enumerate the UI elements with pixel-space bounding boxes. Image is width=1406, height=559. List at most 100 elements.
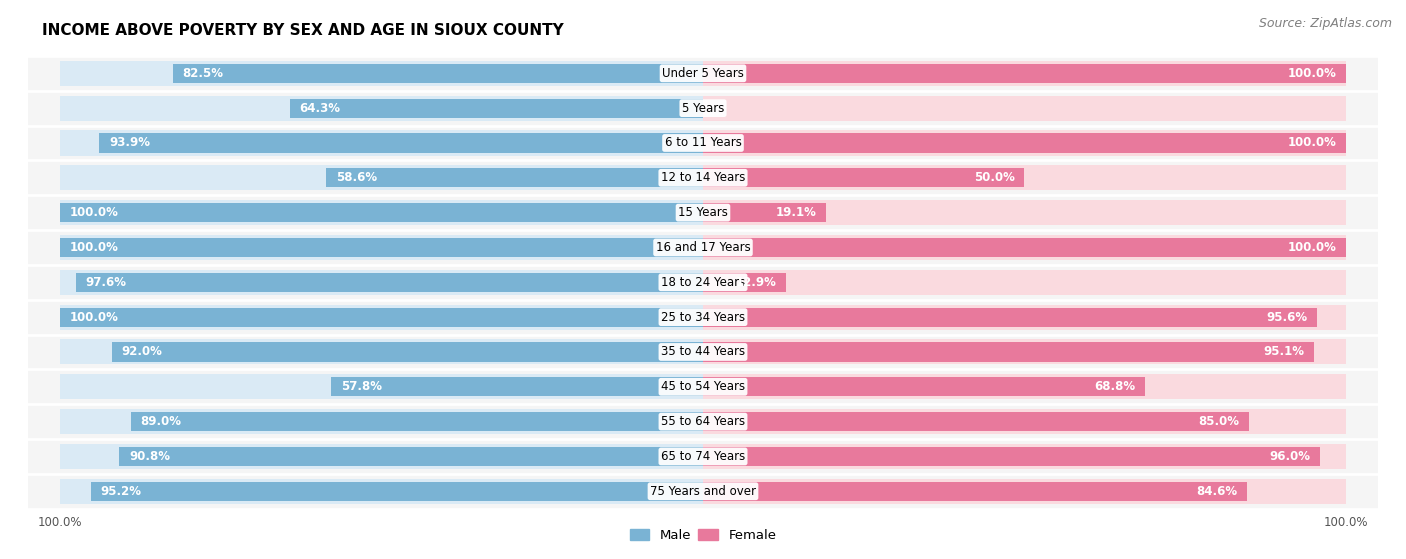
- Text: 85.0%: 85.0%: [1199, 415, 1240, 428]
- Bar: [28, 474, 1378, 509]
- Text: 100.0%: 100.0%: [70, 241, 118, 254]
- Bar: [703, 412, 1250, 431]
- Bar: [60, 339, 703, 364]
- Text: 19.1%: 19.1%: [775, 206, 815, 219]
- Bar: [111, 342, 703, 362]
- Bar: [28, 195, 1378, 230]
- Text: 18 to 24 Years: 18 to 24 Years: [661, 276, 745, 289]
- Bar: [60, 479, 703, 504]
- Text: INCOME ABOVE POVERTY BY SEX AND AGE IN SIOUX COUNTY: INCOME ABOVE POVERTY BY SEX AND AGE IN S…: [42, 23, 564, 38]
- Text: 64.3%: 64.3%: [299, 102, 340, 115]
- Bar: [28, 91, 1378, 126]
- Bar: [60, 165, 703, 191]
- Text: 45 to 54 Years: 45 to 54 Years: [661, 380, 745, 394]
- Text: 68.8%: 68.8%: [1094, 380, 1136, 394]
- Bar: [28, 404, 1378, 439]
- Bar: [60, 200, 703, 225]
- Bar: [60, 238, 703, 257]
- Bar: [91, 482, 703, 501]
- Text: 95.1%: 95.1%: [1264, 345, 1305, 358]
- Bar: [28, 300, 1378, 334]
- Text: 35 to 44 Years: 35 to 44 Years: [661, 345, 745, 358]
- Text: 57.8%: 57.8%: [342, 380, 382, 394]
- Text: 100.0%: 100.0%: [1288, 67, 1336, 80]
- Bar: [28, 56, 1378, 91]
- Bar: [60, 130, 703, 155]
- Text: 89.0%: 89.0%: [141, 415, 181, 428]
- Text: 50.0%: 50.0%: [974, 171, 1015, 184]
- Text: 100.0%: 100.0%: [70, 206, 118, 219]
- Bar: [703, 61, 1346, 86]
- Bar: [703, 200, 1346, 225]
- Bar: [703, 168, 1025, 187]
- Bar: [60, 305, 703, 330]
- Bar: [703, 307, 1317, 326]
- Bar: [28, 265, 1378, 300]
- Bar: [60, 444, 703, 469]
- Bar: [131, 412, 703, 431]
- Text: 96.0%: 96.0%: [1270, 450, 1310, 463]
- Text: 16 and 17 Years: 16 and 17 Years: [655, 241, 751, 254]
- Text: 15 Years: 15 Years: [678, 206, 728, 219]
- Bar: [28, 369, 1378, 404]
- Bar: [703, 479, 1346, 504]
- Bar: [703, 339, 1346, 364]
- Bar: [703, 134, 1346, 153]
- Text: 12 to 14 Years: 12 to 14 Years: [661, 171, 745, 184]
- Bar: [332, 377, 703, 396]
- Bar: [28, 230, 1378, 265]
- Bar: [173, 64, 703, 83]
- Bar: [703, 482, 1247, 501]
- Text: 12.9%: 12.9%: [735, 276, 776, 289]
- Text: Under 5 Years: Under 5 Years: [662, 67, 744, 80]
- Text: 5 Years: 5 Years: [682, 102, 724, 115]
- Bar: [703, 342, 1315, 362]
- Text: Source: ZipAtlas.com: Source: ZipAtlas.com: [1258, 17, 1392, 30]
- Bar: [28, 160, 1378, 195]
- Bar: [703, 305, 1346, 330]
- Bar: [703, 377, 1146, 396]
- Text: 93.9%: 93.9%: [110, 136, 150, 149]
- Bar: [60, 409, 703, 434]
- Bar: [703, 444, 1346, 469]
- Text: 6 to 11 Years: 6 to 11 Years: [665, 136, 741, 149]
- Text: 100.0%: 100.0%: [1288, 136, 1336, 149]
- Text: 82.5%: 82.5%: [183, 67, 224, 80]
- Bar: [60, 307, 703, 326]
- Text: 58.6%: 58.6%: [336, 171, 377, 184]
- Text: 95.2%: 95.2%: [101, 485, 142, 498]
- Bar: [703, 409, 1346, 434]
- Text: 75 Years and over: 75 Years and over: [650, 485, 756, 498]
- Bar: [76, 273, 703, 292]
- Bar: [326, 168, 703, 187]
- Bar: [60, 235, 703, 260]
- Bar: [28, 439, 1378, 474]
- Legend: Male, Female: Male, Female: [624, 523, 782, 547]
- Text: 55 to 64 Years: 55 to 64 Years: [661, 415, 745, 428]
- Bar: [703, 203, 825, 222]
- Bar: [703, 235, 1346, 260]
- Bar: [60, 203, 703, 222]
- Bar: [703, 273, 786, 292]
- Bar: [100, 134, 703, 153]
- Text: 25 to 34 Years: 25 to 34 Years: [661, 311, 745, 324]
- Bar: [703, 130, 1346, 155]
- Bar: [28, 334, 1378, 369]
- Bar: [60, 374, 703, 399]
- Text: 100.0%: 100.0%: [70, 311, 118, 324]
- Text: 90.8%: 90.8%: [129, 450, 170, 463]
- Text: 95.6%: 95.6%: [1267, 311, 1308, 324]
- Text: 100.0%: 100.0%: [1288, 241, 1336, 254]
- Text: 84.6%: 84.6%: [1197, 485, 1237, 498]
- Text: 65 to 74 Years: 65 to 74 Years: [661, 450, 745, 463]
- Bar: [703, 96, 1346, 121]
- Bar: [703, 270, 1346, 295]
- Bar: [703, 64, 1346, 83]
- Bar: [28, 126, 1378, 160]
- Bar: [60, 96, 703, 121]
- Text: 92.0%: 92.0%: [121, 345, 162, 358]
- Bar: [703, 165, 1346, 191]
- Bar: [120, 447, 703, 466]
- Bar: [703, 238, 1346, 257]
- Bar: [290, 98, 703, 118]
